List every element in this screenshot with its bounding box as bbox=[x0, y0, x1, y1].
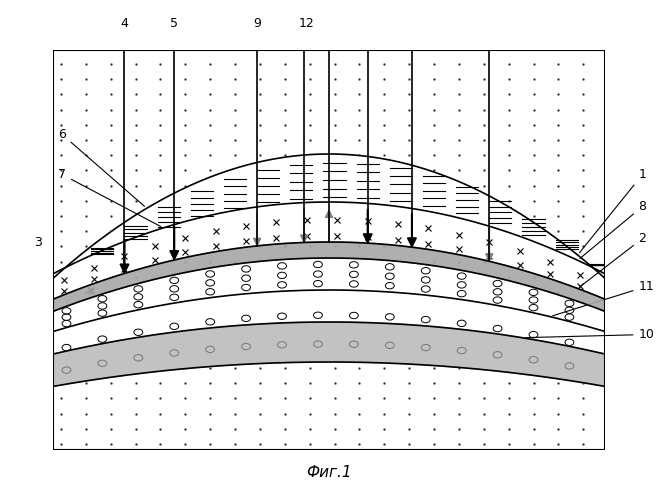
Text: 7: 7 bbox=[58, 168, 161, 226]
Polygon shape bbox=[53, 258, 605, 332]
Text: 12: 12 bbox=[299, 17, 315, 30]
Polygon shape bbox=[53, 322, 605, 386]
Text: 9: 9 bbox=[253, 17, 261, 30]
Text: 4: 4 bbox=[120, 17, 128, 30]
Text: 8: 8 bbox=[580, 200, 647, 258]
Text: 2: 2 bbox=[580, 232, 646, 287]
Text: Фиг.1: Фиг.1 bbox=[306, 465, 352, 480]
Polygon shape bbox=[53, 242, 605, 312]
Text: 11: 11 bbox=[553, 280, 654, 316]
Text: 6: 6 bbox=[58, 128, 145, 206]
Polygon shape bbox=[53, 154, 605, 278]
Polygon shape bbox=[53, 242, 605, 312]
Text: 10: 10 bbox=[525, 328, 655, 341]
Polygon shape bbox=[53, 202, 605, 300]
Text: 3: 3 bbox=[34, 236, 41, 248]
Polygon shape bbox=[53, 290, 605, 386]
Text: 1: 1 bbox=[580, 168, 646, 253]
Text: 5: 5 bbox=[170, 17, 178, 30]
